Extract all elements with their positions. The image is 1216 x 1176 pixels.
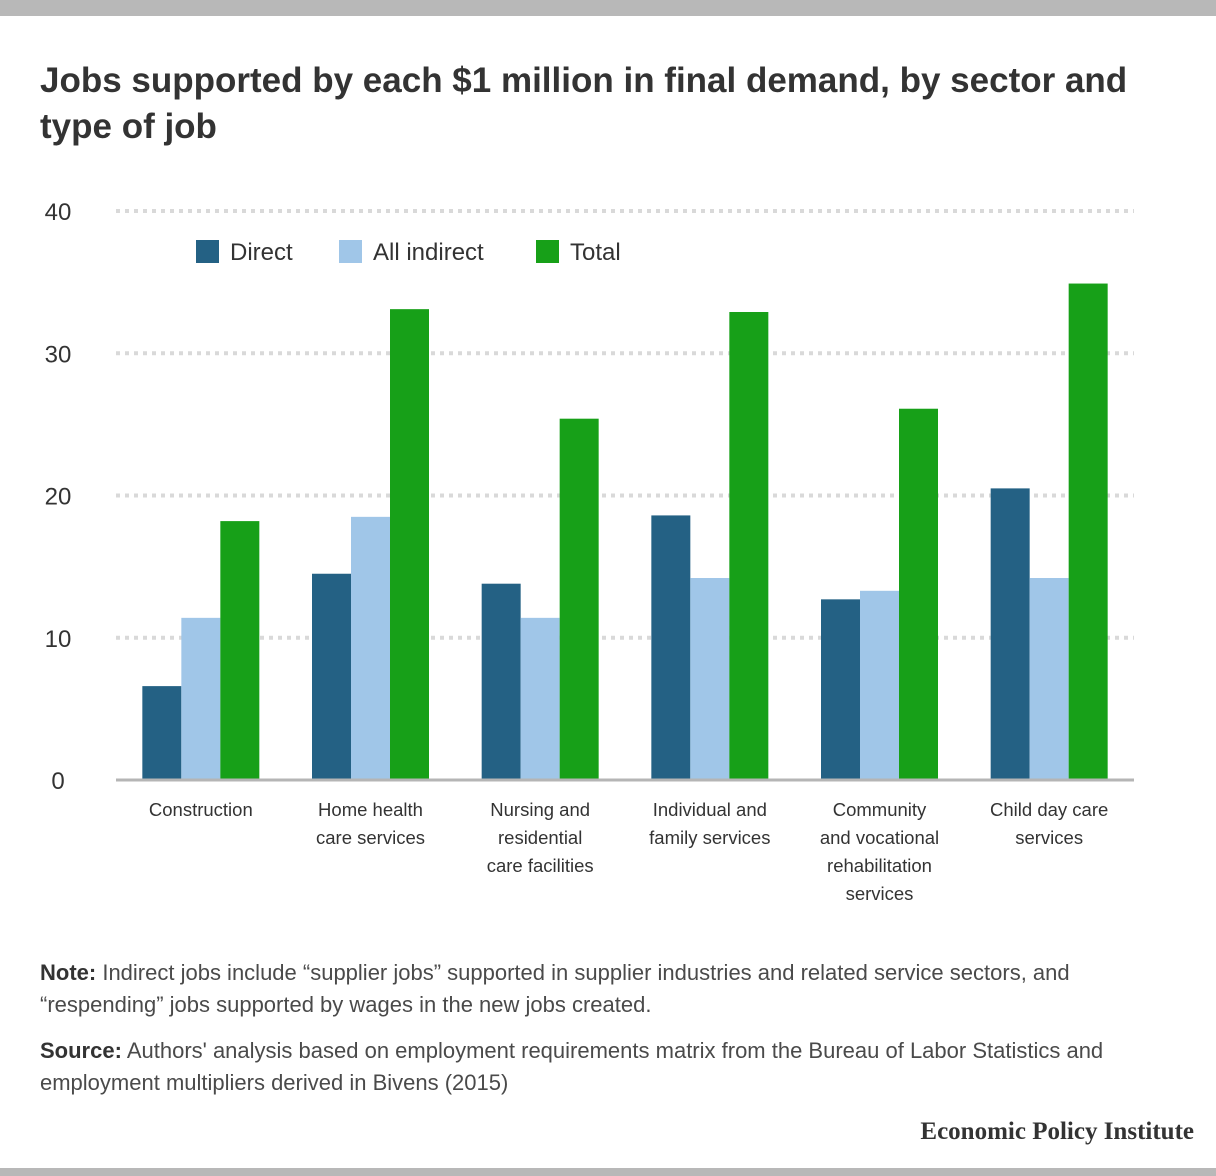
bar-direct [142,686,182,780]
bar-all-indirect [860,590,899,780]
bottom-border [0,1168,1216,1176]
bar-direct [651,515,691,780]
y-tick-label: 0 [51,768,64,795]
bar-direct [990,488,1030,780]
source-text: Authors' analysis based on employment re… [40,1038,1104,1095]
x-tick-label: services [1015,827,1083,848]
bar-all-indirect [181,617,221,780]
bar-total [729,311,769,780]
legend-label: Total [570,239,621,266]
bar-total [1068,283,1108,780]
bar-direct [821,599,860,780]
bar-total [559,418,599,780]
x-tick-label: care services [316,827,425,848]
bar-all-indirect [351,516,390,780]
note-label: Note: [40,960,97,985]
source-label: Source: [40,1038,122,1063]
x-tick-label: rehabilitation [827,855,932,876]
x-tick-label: Home health [318,799,423,820]
x-tick-label: Nursing and [490,799,590,820]
top-border [0,0,1216,16]
legend-label: Direct [230,239,293,266]
x-tick-label: services [846,883,914,904]
brand-logo: Economic Policy Institute [920,1118,1194,1145]
y-tick-label: 40 [45,199,72,226]
legend-swatch [536,240,559,263]
x-tick-label: residential [498,827,582,848]
chart-title: Jobs supported by each $1 million in fin… [40,61,1128,146]
x-tick-label: Community [833,799,927,820]
bar-all-indirect [690,578,730,780]
x-tick-label: Construction [149,799,253,820]
y-tick-label: 10 [45,626,72,653]
bar-total [220,521,260,780]
y-tick-label: 20 [45,484,72,511]
bar-direct [481,583,521,780]
x-tick-label: family services [649,827,770,848]
note-text: Indirect jobs include “supplier jobs” su… [40,960,1070,1017]
x-tick-label: Individual and [653,799,767,820]
y-tick-label: 30 [45,341,72,368]
bar-total [390,309,429,780]
x-tick-label: care facilities [487,855,594,876]
bar-direct [312,573,351,780]
source: Source: Authors' analysis based on emplo… [40,1035,1180,1099]
legend-swatch [339,240,362,263]
x-tick-label: Child day care [990,799,1108,820]
legend-box [182,226,638,276]
bar-all-indirect [1029,578,1069,780]
legend-label: All indirect [373,239,484,266]
bar-total [899,408,938,780]
note: Note: Indirect jobs include “supplier jo… [40,957,1180,1021]
legend-swatch [196,240,219,263]
x-tick-label: and vocational [820,827,939,848]
bar-all-indirect [520,617,560,780]
